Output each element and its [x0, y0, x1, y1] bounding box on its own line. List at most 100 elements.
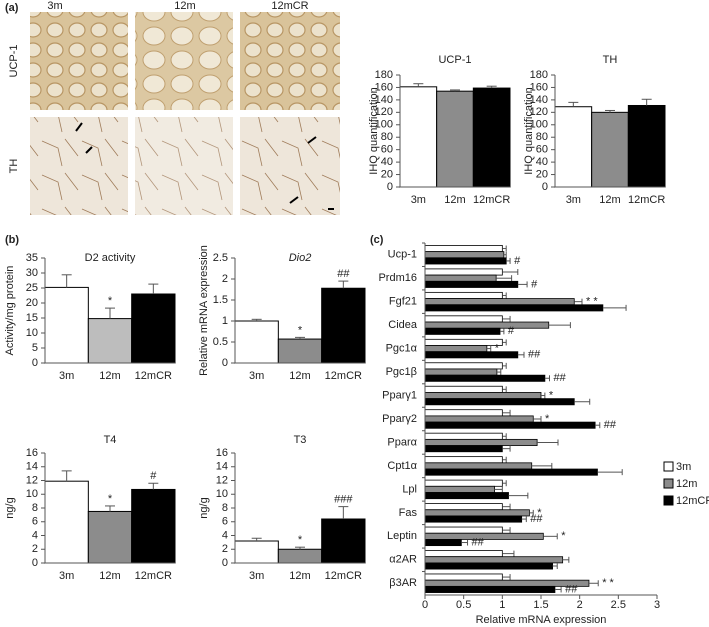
- y-tick-label: 60: [536, 144, 548, 156]
- x-tick-label: 0.5: [456, 599, 471, 611]
- annotation: ##: [604, 419, 617, 431]
- y-tick-label: 14: [216, 461, 228, 473]
- bar: [424, 245, 503, 253]
- bar: [424, 532, 544, 540]
- chart-title: T4: [104, 434, 117, 446]
- bar: [424, 468, 598, 476]
- bar: [424, 345, 488, 353]
- x-tick-label: 3m: [411, 194, 426, 206]
- bar: [44, 480, 89, 564]
- legend-swatch: [663, 495, 674, 506]
- x-tick-label: 12m: [599, 194, 620, 206]
- panel-label: (a): [5, 2, 19, 14]
- micrograph: [135, 117, 233, 215]
- annotation: ##: [565, 583, 578, 595]
- y-tick-label: 0: [32, 357, 38, 369]
- x-tick-label: 3m: [249, 370, 264, 382]
- annotation: *: [495, 343, 500, 355]
- bar: [424, 503, 503, 511]
- bar: [424, 573, 503, 581]
- bar: [234, 320, 279, 364]
- annotation: ##: [554, 372, 567, 384]
- y-tick-label: 160: [530, 81, 548, 93]
- y-tick-label: 30: [26, 267, 38, 279]
- y-tick-label: Pgc1α: [386, 343, 418, 355]
- bar: [424, 585, 556, 593]
- bar: [424, 315, 503, 323]
- bar: [424, 321, 550, 329]
- y-tick-label: 2: [222, 273, 228, 285]
- bar: [472, 87, 511, 188]
- y-tick-label: 40: [381, 156, 393, 168]
- x-tick-label: 12m: [99, 370, 120, 382]
- y-tick-label: 14: [26, 461, 38, 473]
- y-tick-label: 25: [26, 282, 38, 294]
- y-tick-label: Prdm16: [378, 272, 417, 284]
- micrograph: [30, 12, 128, 110]
- y-tick-label: 40: [536, 156, 548, 168]
- bar: [436, 90, 474, 188]
- y-tick-label: Lpl: [402, 483, 417, 495]
- bar: [424, 515, 523, 523]
- y-axis-label: Activity/mg protein: [4, 266, 16, 356]
- y-tick-label: Pparα: [387, 436, 417, 448]
- y-tick-label: 2: [32, 543, 38, 555]
- legend-label: 12mCR: [676, 495, 709, 507]
- x-tick-label: 12mCR: [135, 370, 172, 382]
- micrograph: [30, 117, 128, 215]
- column-label: 12m: [174, 0, 195, 12]
- panel-label: (b): [5, 234, 19, 246]
- bar: [424, 392, 542, 400]
- y-tick-label: 120: [530, 106, 548, 118]
- annotation: *: [561, 530, 566, 542]
- arrows: [75, 122, 334, 210]
- x-tick-label: 1: [499, 599, 505, 611]
- x-tick-label: 3m: [59, 570, 74, 582]
- bar: [424, 445, 503, 453]
- micrograph: [240, 12, 340, 110]
- y-tick-label: Ucp-1: [388, 249, 417, 261]
- annotation: #: [531, 278, 538, 290]
- y-tick-label: 140: [530, 94, 548, 106]
- y-tick-label: 8: [222, 502, 228, 514]
- y-tick-label: Cpt1α: [387, 460, 417, 472]
- bar: [234, 540, 279, 564]
- bar: [424, 462, 533, 470]
- bar: [399, 86, 438, 188]
- bar: [424, 556, 564, 564]
- legend-swatch: [663, 461, 674, 472]
- y-tick-label: 80: [381, 131, 393, 143]
- bar: [424, 479, 503, 487]
- bar: [131, 293, 176, 364]
- bar: [44, 286, 89, 364]
- x-tick-label: 12m: [444, 194, 465, 206]
- x-tick-label: 0: [422, 599, 428, 611]
- bar: [87, 318, 133, 364]
- bar: [424, 368, 498, 376]
- x-tick-label: 3: [654, 599, 660, 611]
- y-tick-label: 10: [216, 488, 228, 500]
- panel-label: (c): [370, 234, 384, 246]
- bar: [424, 485, 495, 493]
- x-tick-label: 12m: [289, 570, 310, 582]
- legend-label: 12m: [676, 478, 697, 490]
- y-tick-label: Pgc1β: [386, 366, 417, 378]
- column-label: 3m: [47, 0, 62, 12]
- bar: [424, 385, 503, 393]
- y-tick-label: 12: [26, 474, 38, 486]
- y-tick-label: 35: [26, 252, 38, 264]
- bar: [554, 106, 593, 188]
- chart-title: UCP-1: [438, 54, 471, 66]
- bar: [424, 298, 575, 306]
- y-tick-label: 20: [381, 168, 393, 180]
- bar: [424, 438, 538, 446]
- y-axis-label: IHQ quantification: [368, 87, 380, 174]
- y-tick-label: 180: [375, 69, 393, 81]
- y-tick-label: 120: [375, 106, 393, 118]
- y-tick-label: 140: [375, 94, 393, 106]
- y-axis-label: IHQ quantification: [523, 87, 535, 174]
- x-tick-label: 2.5: [611, 599, 626, 611]
- y-tick-label: 8: [32, 502, 38, 514]
- y-tick-label: 4: [222, 529, 228, 541]
